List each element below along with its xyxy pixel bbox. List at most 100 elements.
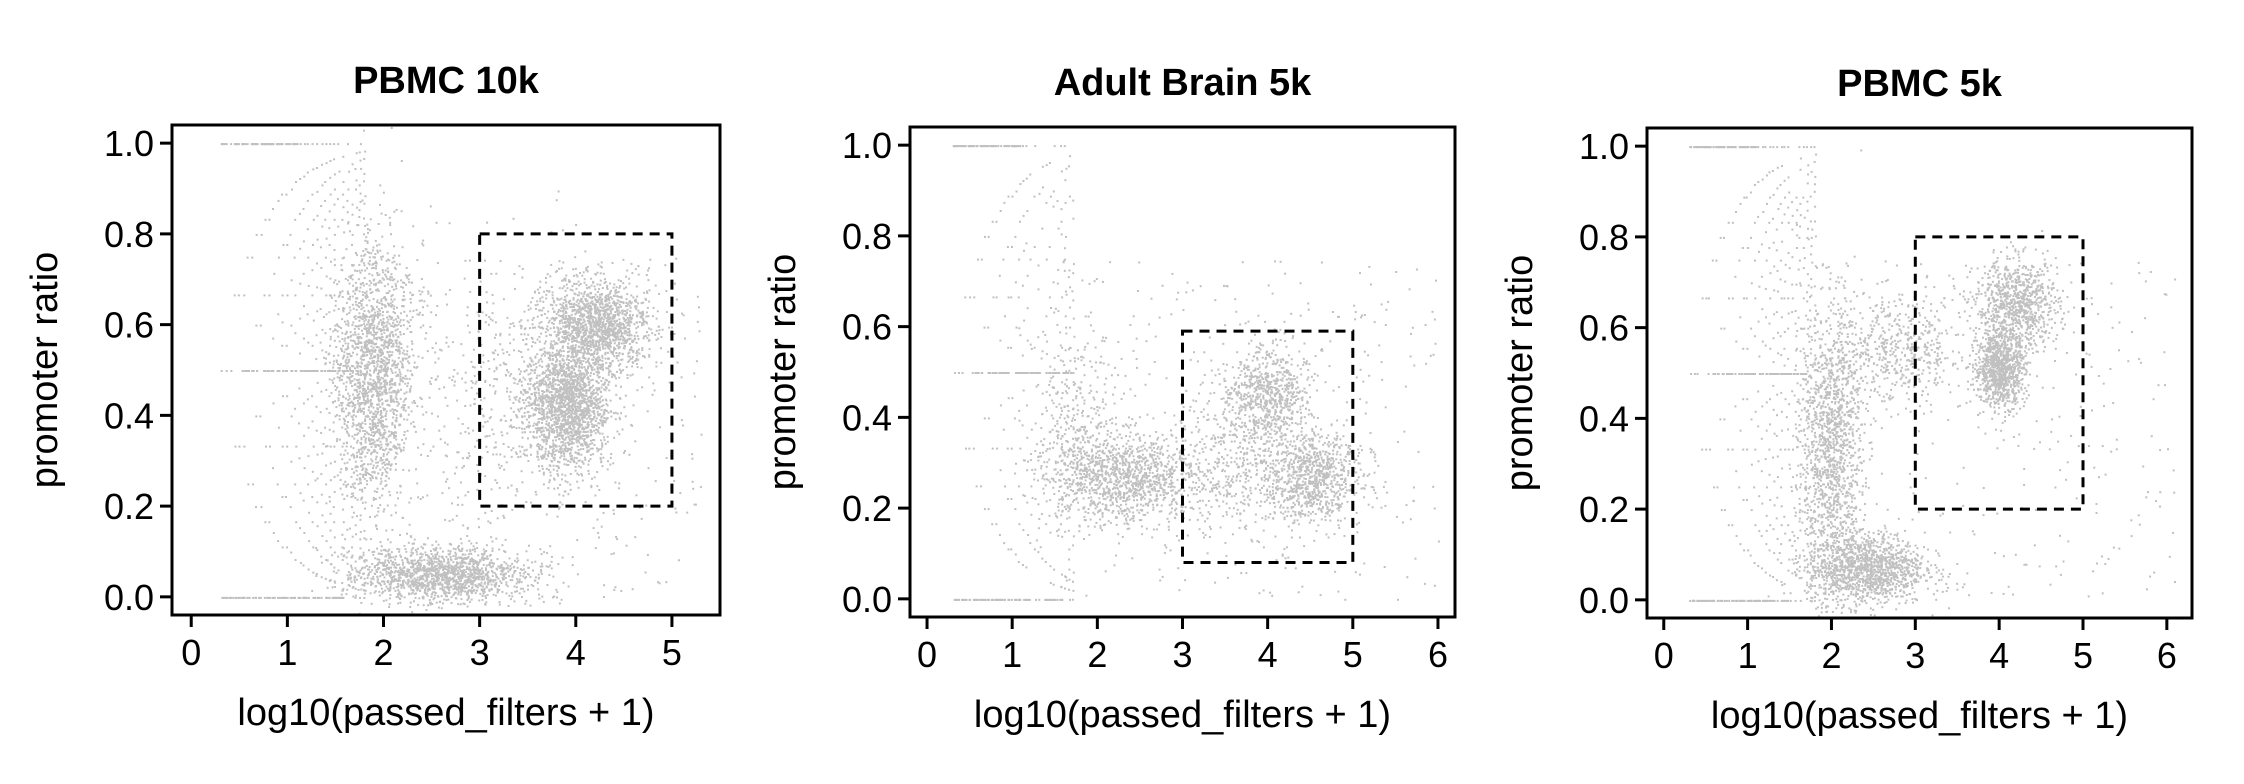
data-point — [373, 311, 376, 314]
data-point — [580, 393, 583, 395]
data-point — [570, 409, 573, 412]
data-point — [630, 334, 633, 337]
data-point — [584, 351, 587, 354]
data-point — [388, 430, 390, 433]
data-point — [611, 297, 614, 300]
data-point — [357, 372, 360, 375]
data-point — [620, 296, 623, 299]
data-point — [597, 355, 600, 358]
data-point — [529, 415, 532, 417]
data-point — [572, 385, 575, 388]
data-point — [364, 239, 367, 242]
data-point — [348, 170, 351, 173]
data-point — [564, 442, 567, 445]
data-point — [622, 258, 625, 261]
data-point — [529, 443, 532, 446]
data-point — [615, 324, 618, 327]
data-point — [385, 412, 388, 415]
data-point — [358, 184, 361, 187]
data-point — [343, 354, 346, 357]
data-point — [620, 342, 623, 345]
data-point — [593, 350, 596, 353]
data-point — [539, 300, 542, 303]
data-point — [585, 394, 588, 397]
data-point — [568, 411, 571, 414]
data-point — [366, 451, 369, 454]
data-point — [393, 254, 396, 257]
data-point — [604, 351, 607, 354]
data-point — [307, 341, 310, 344]
data-point — [545, 390, 548, 393]
data-point — [374, 498, 377, 500]
data-point — [559, 409, 562, 411]
data-point — [556, 358, 559, 361]
data-point — [580, 341, 583, 344]
data-point — [585, 370, 588, 373]
data-point — [362, 294, 365, 296]
data-point — [571, 340, 574, 343]
data-point — [564, 279, 567, 282]
data-point — [596, 450, 599, 453]
data-point — [521, 268, 524, 270]
data-point — [376, 487, 379, 490]
data-point — [586, 344, 589, 347]
data-point — [565, 300, 567, 303]
data-point — [512, 426, 515, 428]
data-point — [585, 347, 588, 350]
data-point — [614, 339, 617, 342]
data-point — [405, 391, 408, 394]
data-point — [514, 451, 517, 454]
data-point — [600, 309, 603, 312]
data-point — [572, 442, 575, 445]
data-point — [275, 143, 278, 146]
data-point — [320, 287, 323, 290]
data-point — [302, 499, 305, 502]
data-point — [599, 456, 602, 459]
data-point — [564, 438, 567, 441]
data-point — [592, 356, 595, 359]
data-point — [359, 324, 362, 327]
data-point — [583, 400, 586, 403]
data-point — [567, 301, 570, 304]
data-point — [566, 416, 569, 419]
data-point — [336, 386, 339, 389]
data-point — [570, 422, 573, 425]
data-point — [600, 379, 603, 382]
data-point — [286, 143, 289, 146]
data-point — [406, 369, 409, 372]
data-point — [306, 143, 309, 146]
data-point — [575, 431, 578, 434]
data-point — [321, 184, 324, 187]
data-point — [587, 445, 590, 448]
data-point — [560, 411, 562, 414]
data-point — [582, 448, 585, 450]
data-point — [601, 345, 604, 348]
data-point — [569, 306, 572, 309]
data-point — [355, 415, 358, 418]
data-point — [628, 331, 631, 334]
data-point — [556, 469, 559, 472]
data-point — [573, 417, 576, 420]
data-point — [596, 374, 599, 377]
data-point — [566, 450, 569, 453]
data-point — [577, 459, 580, 462]
data-point — [230, 370, 233, 372]
data-point — [363, 180, 365, 183]
data-point — [396, 320, 399, 323]
data-point — [547, 363, 550, 366]
data-point — [554, 436, 556, 439]
data-point — [370, 354, 373, 357]
data-point — [543, 396, 546, 399]
data-point — [387, 451, 390, 454]
data-point — [577, 369, 580, 372]
data-point — [366, 394, 369, 397]
data-point — [634, 306, 637, 309]
data-point — [589, 402, 592, 405]
data-point — [364, 376, 367, 379]
data-point — [623, 324, 626, 327]
data-point — [590, 366, 593, 369]
data-point — [558, 450, 561, 453]
data-point — [303, 337, 305, 340]
data-point — [549, 411, 551, 414]
data-point — [367, 386, 369, 389]
